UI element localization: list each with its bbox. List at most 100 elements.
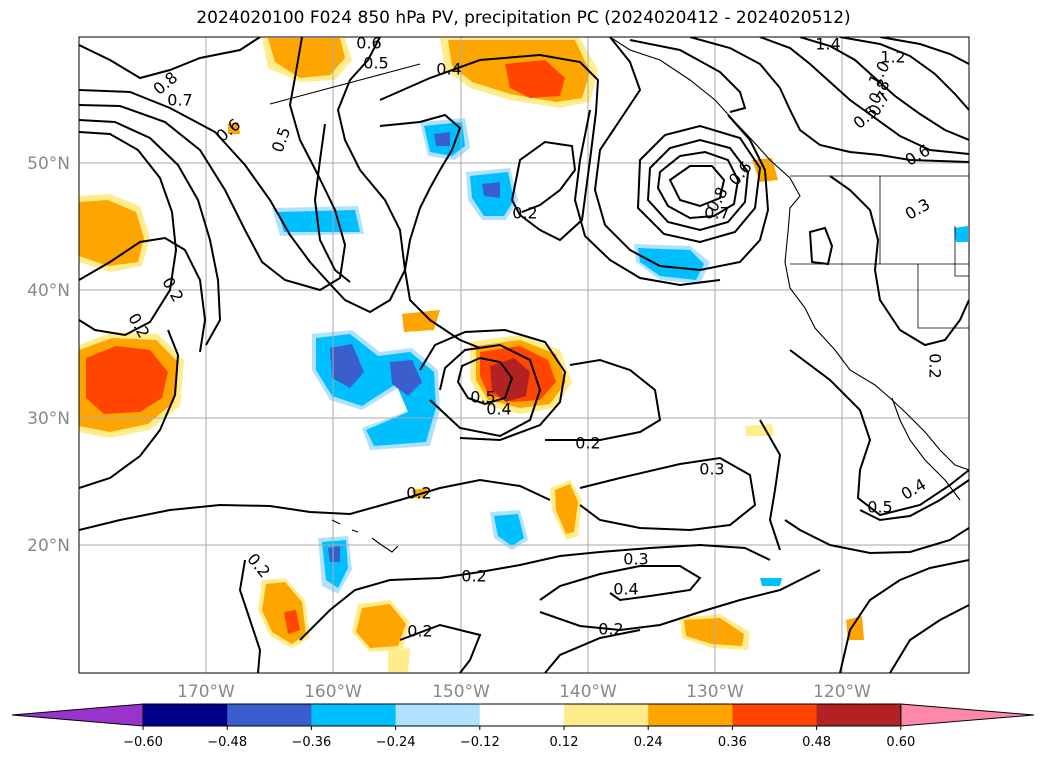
lat-label: 30°N: [27, 409, 70, 429]
contour-label: 0.2: [926, 353, 945, 378]
lon-label: 140°W: [559, 682, 617, 702]
colorbar-tick-label: −0.60: [123, 735, 163, 750]
precip-blob: [745, 424, 774, 436]
pv-contour-line: [79, 119, 222, 346]
pv-contour-line: [799, 37, 969, 141]
pv-contour-line: [429, 343, 542, 438]
contour-label: 0.5: [867, 498, 892, 517]
precip-negative-shading: [272, 118, 968, 594]
pv-contour-line: [238, 559, 262, 673]
contour-label: 0.7: [704, 204, 729, 223]
baja-coast: [891, 397, 961, 501]
contour-label: 0.4: [436, 60, 461, 79]
precip-blob: [555, 484, 578, 534]
lon-label: 150°W: [432, 682, 490, 702]
pv-contour-line: [636, 124, 762, 244]
pv-contour-line: [379, 113, 481, 349]
pv-contour-line: [593, 37, 770, 272]
colorbar-segment: [311, 704, 397, 726]
pv-contour-line: [808, 226, 834, 266]
colorbar-tick-label: 0.48: [802, 735, 831, 750]
precip-positive-shading: [79, 38, 864, 672]
pv-contour-line: [789, 349, 969, 517]
colorbar-segment: [143, 704, 228, 726]
colorbar-segment: [564, 704, 649, 726]
precip-blob: [954, 226, 968, 242]
colorbar-segment: [732, 704, 818, 726]
contour-label: 0.3: [699, 460, 724, 479]
pv-contour-line: [456, 356, 514, 406]
precip-blob: [434, 132, 450, 146]
pv-contour-line: [545, 358, 662, 441]
contour-label: 0.2: [407, 622, 432, 641]
north-america-coast: [609, 37, 969, 471]
pv-contour-line: [419, 328, 567, 442]
longitude-labels: 170°W 160°W 150°W 140°W 130°W 120°W: [177, 682, 871, 702]
lat-label: 20°N: [27, 536, 70, 556]
precip-blob: [684, 618, 744, 646]
pv-contour-line: [759, 419, 782, 551]
colorbar-tick-label: 0.36: [718, 735, 747, 750]
contour-label: 0.4: [613, 580, 638, 599]
pv-contour-line: [79, 236, 207, 353]
contour-label: 0.2: [461, 567, 486, 586]
lon-label: 170°W: [177, 682, 235, 702]
precip-blob: [330, 344, 364, 388]
precip-blob: [482, 182, 500, 198]
pv-contour-line: [313, 123, 351, 283]
hawaii-islands: [331, 519, 399, 553]
pv-contour-line: [511, 140, 577, 213]
colorbar-tick-label: −0.48: [207, 735, 247, 750]
pv-contour-line: [539, 569, 821, 632]
contour-label: 0.5: [470, 388, 495, 407]
contour-label: 0.7: [167, 91, 192, 110]
map-frame: [78, 36, 970, 674]
precip-blob: [390, 360, 422, 396]
colorbar-tick-label: −0.24: [376, 735, 416, 750]
pv-contour-line: [879, 37, 969, 65]
pv-contours: [79, 37, 969, 673]
pv-contour-line: [668, 165, 726, 208]
contour-label: 0.4: [486, 400, 511, 419]
pv-contour-line: [759, 37, 969, 155]
pv-contour-line: [539, 565, 702, 602]
colorbar-tick-label: 0.24: [634, 735, 663, 750]
pv-contour-line: [79, 131, 178, 337]
pv-contour-line: [379, 53, 600, 242]
colorbar-tick-label: 0.60: [886, 735, 915, 750]
colorbar-extend-right: [900, 703, 1035, 727]
colorbar-segment: [816, 704, 902, 726]
colorbar-frame: [142, 703, 902, 727]
pv-contour-line: [544, 629, 641, 673]
contour-label: 0.2: [512, 204, 537, 223]
precip-blob: [638, 248, 704, 280]
precip-blob: [846, 616, 864, 640]
pv-contour-line: [399, 623, 482, 673]
colorbar-tick-label: −0.12: [460, 735, 500, 750]
contour-label: 0.3: [623, 550, 648, 569]
precip-blob: [284, 610, 300, 634]
colorbar-segment: [395, 704, 481, 726]
contour-label: 1.4: [815, 35, 840, 54]
latitude-labels: 50°N 40°N 30°N 20°N: [27, 154, 70, 556]
lat-label: 40°N: [27, 281, 70, 301]
pv-contour-line: [656, 150, 740, 220]
map-title: 2024020100 F024 850 hPa PV, precipitatio…: [196, 8, 851, 28]
pv-contour-line: [79, 37, 407, 314]
state-borders: [790, 176, 969, 329]
pv-contour-line: [829, 175, 969, 347]
pv-contour-line: [889, 604, 969, 673]
coastline: [269, 37, 969, 553]
precip-blob: [388, 648, 410, 672]
colorbar-segment: [479, 704, 565, 726]
colorbar-tick-label: 0.12: [550, 735, 579, 750]
pv-contour-line: [579, 456, 757, 532]
precip-blob: [322, 540, 348, 588]
map-plot-area: [79, 37, 969, 673]
contour-labels: 0.60.5 0.40.80.70.6 0.51.41.21.00.80.70.50…: [124, 34, 944, 641]
precip-blob: [228, 122, 240, 134]
pv-contour-line: [839, 559, 969, 673]
colorbar-extend-left: [11, 703, 144, 727]
pv-contour-line: [79, 478, 551, 531]
colorbar-segment: [648, 704, 733, 726]
